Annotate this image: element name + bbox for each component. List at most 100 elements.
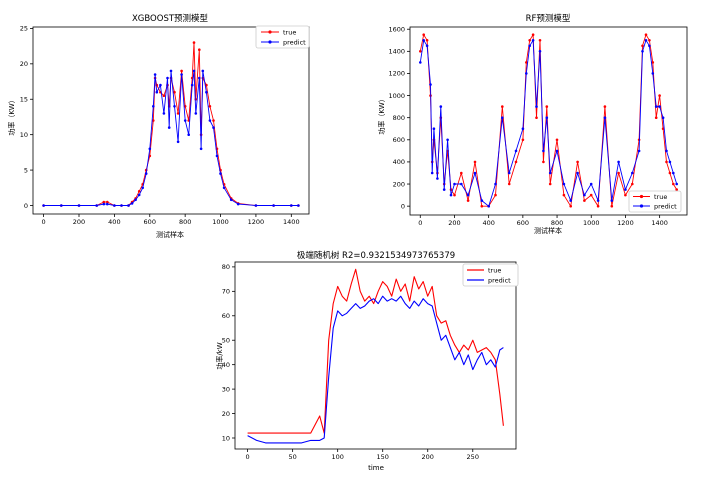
rf-series-true-point [501,105,504,108]
rf-series-predict-point [430,171,434,175]
xgboost-xtick-label: 600 [144,218,156,226]
extra-trees-legend-true-label: true [488,267,501,275]
rf-ytick-label: 1200 [388,70,405,78]
xgboost-series-predict-point [113,204,116,207]
xgboost-chart: XGBOOST预测模型 测试样本 功率（KW） 0 200 400 600 800 100… [7,13,310,239]
rf-series-true-point [466,199,470,202]
xgboost-series-predict-point [297,204,300,207]
extra-trees-ytick-label: 20 [222,410,230,418]
rf-series-true-point [548,182,552,186]
rf-ytick-label: 200 [393,180,405,188]
xgboost-series-predict-point [155,90,159,94]
rf-series-true-point [514,160,518,164]
rf-series-true-point [531,33,535,36]
rf-ytick-label: 1400 [388,48,405,56]
extra-trees-chart-title: 极端随机树 R2=0.9321534973765379 [297,250,455,261]
extra-trees-xtick-label: 100 [331,453,343,461]
rf-series-predict-point [661,116,665,119]
xgboost-xtick-label: 200 [73,218,85,226]
xgboost-series-predict-point [120,204,123,207]
rf-series-predict-point [514,149,518,153]
xgboost-series-predict-point [134,198,137,202]
xgboost-series-predict-point [192,69,196,73]
rf-series-true-point [507,182,511,186]
rf-series-predict-point [576,171,579,175]
xgboost-series-predict-point [127,204,130,207]
rf-series-predict-point [473,171,477,175]
rf-series-true-point [624,193,627,197]
rf-series-predict-point [419,61,422,64]
xgboost-series-predict-point [159,83,162,87]
xgboost-ytick-label: 15 [20,96,28,104]
xgboost-xtick-label: 400 [108,218,120,226]
rf-series-predict-point [429,83,432,86]
rf-series-predict-point [480,199,484,202]
xgboost-ytick-label: 5 [24,166,28,174]
xgboost-series-predict-point [194,112,198,115]
rf-xtick-label: 600 [517,219,529,227]
extra-trees-xtick-label: 200 [422,453,434,461]
xgboost-xtick-label: 1000 [212,218,229,226]
xgboost-legend: true predict [255,25,310,49]
rf-series-predict-point [466,193,470,197]
rf-series-predict-point [651,72,655,75]
rf-series-true-point [631,182,634,186]
rf-series-predict-point [525,72,528,75]
rf-series-predict-point [610,199,614,202]
rf-ytick-label: 0 [401,202,405,210]
rf-series-predict-point [425,44,429,48]
xgboost-legend-true-marker [268,30,272,34]
extra-trees-ytick-label: 80 [222,263,230,271]
xgboost-legend-predict-marker [268,40,272,44]
extra-trees-chart-ylabel: 功率/kW [215,342,224,369]
xgboost-series-predict-point [152,105,155,108]
xgboost-series-predict-point [95,204,98,207]
xgboost-xtick-label: 0 [42,218,46,226]
rf-series-predict-point [439,105,443,108]
rf-series-predict-point [538,50,542,53]
extra-trees-ytick-label: 60 [222,312,230,320]
xgboost-series-predict-point [180,73,183,76]
xgboost-series-predict-point [137,193,141,197]
rf-series-predict-point [528,44,531,48]
xgboost-series-predict-point [215,154,219,158]
xgboost-series-predict-point [212,126,215,129]
rf-ytick-label: 800 [393,114,405,122]
xgboost-series-predict-point [205,90,208,94]
xgboost-series-predict-point [162,112,166,115]
rf-series-true-point [668,171,672,175]
xgboost-ytick-label: 20 [20,60,28,68]
rf-series-true-point [617,171,620,175]
extra-trees-ytick-label: 50 [222,337,230,345]
rf-series-true-point [596,204,600,208]
rf-series-true-point [422,33,426,36]
rf-series-predict-point [436,177,439,180]
extra-trees-chart: 极端随机树 R2=0.9321534973765379 time 功率/kW 0… [215,250,519,472]
xgboost-series-predict-point [187,133,190,136]
rf-series-predict-point [494,182,497,186]
extra-trees-ytick-label: 10 [222,434,230,442]
extra-trees-legend: true predict [462,263,519,287]
rf-ytick-label: 1600 [388,26,405,34]
rf-series-true-point [535,116,538,119]
extra-trees-xtick-label: 150 [376,453,388,461]
rf-series-true-point [473,160,477,164]
rf-series-predict-point [442,188,446,191]
rf-series-true-point [480,204,484,208]
xgboost-series-predict-point [148,147,152,151]
xgboost-series-true-point [137,190,141,193]
rf-chart: RF预测模型 测试样本 功率（KW） 0 200 400 600 800 1000 1200… [377,13,688,235]
rf-chart-xlabel: 测试样本 [534,226,562,235]
rf-series-predict-point [658,105,661,108]
rf-series-true-point [555,138,559,142]
rf-series-true-line [419,34,678,207]
rf-series-true-point [494,193,497,197]
extra-trees-legend-predict-label: predict [488,277,511,285]
rf-series-predict-point [521,127,525,130]
xgboost-series-predict-point [169,69,173,73]
rf-series-predict-point [460,182,463,186]
extra-trees-xtick-label: 50 [289,453,297,461]
rf-series-predict-point [589,182,593,186]
xgboost-series-predict-point [166,76,169,80]
